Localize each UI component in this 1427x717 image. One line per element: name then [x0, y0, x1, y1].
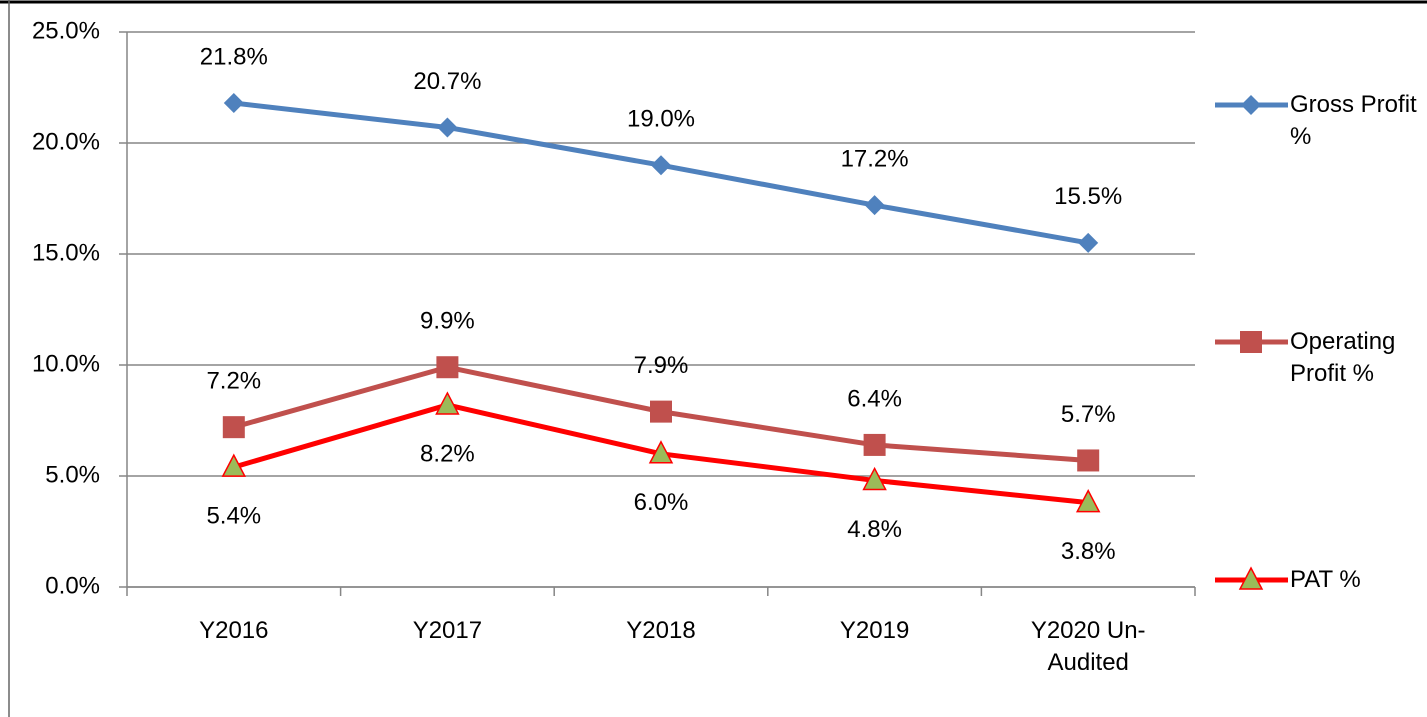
data-label: 15.5% [1054, 183, 1122, 210]
x-tick-label: Y2018 [626, 617, 696, 644]
data-point [437, 117, 458, 138]
y-tick-label: 10.0% [32, 350, 100, 377]
data-point [435, 391, 460, 415]
data-label: 4.8% [847, 516, 902, 543]
legend-marker [1240, 331, 1262, 353]
data-label: 6.0% [634, 489, 689, 516]
legend-label: Gross Profit % [1290, 91, 1417, 150]
data-point [864, 195, 885, 216]
data-point [1077, 449, 1100, 472]
data-point [436, 356, 459, 379]
data-label: 7.9% [634, 352, 689, 379]
y-tick-label: 0.0% [45, 572, 100, 599]
data-point [1078, 232, 1099, 253]
data-point [1075, 489, 1101, 513]
data-point [648, 440, 674, 464]
y-tick-label: 15.0% [32, 239, 100, 266]
data-label: 8.2% [420, 440, 475, 467]
legend-label: Operating Profit % [1290, 328, 1396, 387]
x-tick-label: Y2017 [412, 617, 483, 644]
data-point [862, 466, 887, 491]
data-point [650, 400, 672, 423]
data-point [223, 93, 244, 114]
data-label: 19.0% [627, 106, 695, 133]
legend-label: PAT % [1290, 566, 1361, 593]
data-label: 17.2% [841, 146, 909, 173]
x-tick-label: Y2020 Un-Audited [1030, 617, 1146, 676]
legend-marker [1238, 566, 1264, 590]
data-label: 20.7% [413, 68, 481, 95]
data-label: 21.8% [200, 43, 268, 70]
data-label: 5.4% [206, 502, 261, 529]
data-label: 9.9% [420, 308, 475, 335]
y-tick-label: 20.0% [32, 128, 100, 155]
data-point [221, 453, 247, 477]
data-label: 6.4% [847, 385, 902, 412]
data-point [222, 416, 245, 439]
data-label: 7.2% [206, 368, 261, 395]
data-point [651, 155, 671, 176]
x-tick-label: Y2019 [839, 617, 910, 644]
y-tick-label: 25.0% [32, 17, 100, 44]
data-point [863, 433, 886, 456]
data-label: 3.8% [1061, 538, 1116, 565]
data-label: 5.7% [1061, 401, 1116, 428]
legend-marker [1241, 95, 1261, 115]
y-tick-label: 5.0% [45, 461, 100, 488]
x-tick-label: Y2016 [199, 617, 269, 644]
